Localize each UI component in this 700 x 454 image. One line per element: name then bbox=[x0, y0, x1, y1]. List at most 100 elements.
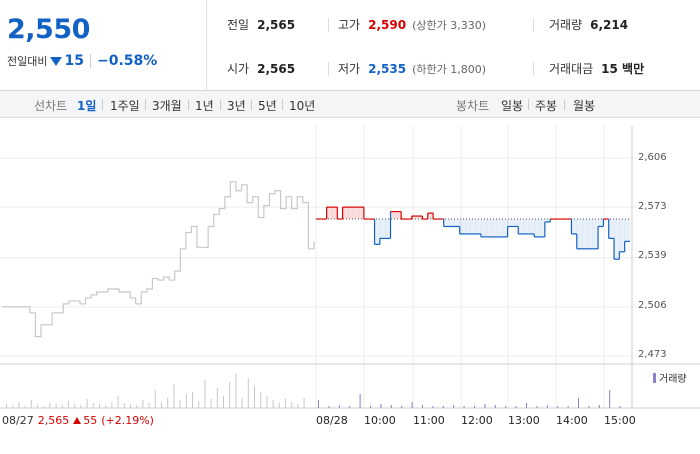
volume-bar bbox=[55, 404, 57, 408]
divider bbox=[528, 99, 529, 110]
stat-sub: (하한가 1,800) bbox=[412, 63, 486, 76]
volume-bar bbox=[285, 399, 286, 408]
volume-bar bbox=[37, 405, 38, 408]
volume-bar bbox=[453, 405, 455, 408]
stat-label: 고가 bbox=[338, 18, 361, 32]
current-price: 2,550 bbox=[7, 14, 90, 45]
candle-weekly-tab[interactable]: 주봉 bbox=[535, 99, 558, 113]
volume-bar bbox=[370, 406, 371, 408]
reference-fill bbox=[619, 219, 625, 252]
stat-high: 고가 2,590 (상한가 3,330) bbox=[338, 16, 486, 33]
stat-sub: (상한가 3,330) bbox=[412, 19, 486, 32]
x-tick-label: 12:00 bbox=[461, 414, 493, 427]
volume-bar bbox=[136, 405, 138, 408]
volume-bar bbox=[210, 399, 212, 408]
period-3y-tab[interactable]: 3년 bbox=[227, 99, 246, 113]
volume-bar bbox=[463, 406, 465, 408]
down-triangle-icon bbox=[50, 56, 63, 66]
volume-bar bbox=[484, 404, 486, 408]
volume-bar bbox=[260, 392, 262, 408]
price-chart[interactable]: 2,606 2,573 2,539 2,506 2,473 거래량 08/27 … bbox=[0, 118, 700, 450]
volume-bars bbox=[6, 374, 621, 408]
volume-bar bbox=[192, 392, 193, 408]
volume-bar bbox=[204, 380, 206, 408]
volume-bar bbox=[99, 404, 100, 408]
volume-bar bbox=[223, 396, 224, 408]
divider bbox=[533, 18, 534, 32]
candle-daily-tab[interactable]: 일봉 bbox=[501, 99, 524, 113]
volume-bar bbox=[154, 390, 156, 408]
volume-bar bbox=[247, 378, 249, 408]
volume-bar bbox=[278, 403, 280, 408]
reference-fill bbox=[385, 219, 391, 239]
reference-fill bbox=[379, 219, 386, 239]
stat-label: 시가 bbox=[227, 62, 250, 76]
period-5y-tab[interactable]: 5년 bbox=[258, 99, 277, 113]
change-amount: 15 bbox=[64, 53, 84, 69]
volume-bar bbox=[161, 402, 162, 408]
volume-bar bbox=[173, 384, 175, 408]
volume-bar bbox=[619, 406, 621, 408]
reference-fill bbox=[544, 219, 551, 223]
reference-fill bbox=[614, 219, 620, 260]
volume-bar bbox=[359, 394, 361, 408]
reference-fill bbox=[624, 219, 631, 242]
divider bbox=[220, 99, 221, 110]
period-1d-tab[interactable]: 1일 bbox=[77, 99, 97, 113]
period-1y-tab[interactable]: 1년 bbox=[195, 99, 214, 113]
chart-grid bbox=[0, 126, 700, 409]
volume-bar bbox=[328, 406, 330, 408]
y-tick-label: 2,506 bbox=[638, 300, 667, 311]
period-3m-tab[interactable]: 3개월 bbox=[152, 99, 182, 113]
x-tick-label: 13:00 bbox=[508, 414, 540, 427]
volume-bar bbox=[474, 406, 475, 408]
x-tick-label: 10:00 bbox=[364, 414, 396, 427]
volume-bar bbox=[598, 405, 600, 408]
volume-bar bbox=[557, 406, 559, 408]
period-10y-tab[interactable]: 10년 bbox=[289, 99, 316, 113]
quote-summary: 2,550 전일대비 15 −0.58% 전일 2,565 고가 2,590 (… bbox=[0, 0, 700, 91]
volume-bar bbox=[546, 405, 548, 408]
reference-fill bbox=[528, 219, 535, 234]
stat-value: 15 백만 bbox=[601, 62, 645, 76]
stat-value: 2,565 bbox=[257, 18, 296, 32]
volume-bar bbox=[291, 402, 293, 408]
volume-legend: 거래량 bbox=[653, 370, 687, 385]
volume-bar bbox=[49, 403, 51, 408]
reference-fill bbox=[512, 219, 519, 227]
reference-fill bbox=[470, 219, 476, 234]
volume-bar bbox=[515, 406, 517, 408]
reference-fill bbox=[411, 216, 418, 220]
period-1w-tab[interactable]: 1주일 bbox=[110, 99, 140, 113]
stat-value: 2,565 bbox=[257, 62, 296, 76]
volume-bar bbox=[74, 404, 76, 408]
stat-value: 6,214 bbox=[590, 18, 629, 32]
reference-fill bbox=[571, 219, 578, 234]
stat-open: 시가 2,565 bbox=[227, 60, 295, 77]
price-lines bbox=[2, 181, 630, 338]
volume-bar bbox=[609, 390, 611, 408]
volume-bar bbox=[297, 404, 299, 408]
reference-fill bbox=[518, 219, 524, 234]
reference-fill bbox=[449, 219, 455, 227]
volume-bar bbox=[390, 405, 392, 408]
volume-bar bbox=[254, 386, 255, 408]
reference-fill bbox=[582, 219, 588, 249]
volume-legend-label: 거래량 bbox=[659, 374, 687, 385]
divider bbox=[328, 62, 329, 76]
divider bbox=[188, 99, 189, 110]
reference-fill bbox=[523, 219, 530, 234]
divider bbox=[564, 99, 565, 110]
reference-fill bbox=[475, 219, 482, 234]
volume-bar bbox=[142, 400, 144, 408]
y-tick-label: 2,573 bbox=[638, 201, 667, 212]
change-label: 전일대비 bbox=[7, 55, 48, 68]
volume-bar bbox=[105, 405, 107, 408]
x-tick-label: 14:00 bbox=[556, 414, 588, 427]
period-bar: 선차트 1일 1주일 3개월 1년 3년 5년 10년 봉차트 일봉 주봉 월봉 bbox=[0, 91, 700, 118]
volume-bar bbox=[411, 402, 413, 408]
reference-fill bbox=[347, 207, 354, 220]
reference-fill bbox=[331, 207, 338, 220]
change-percent: −0.58% bbox=[96, 53, 158, 69]
candle-monthly-tab[interactable]: 월봉 bbox=[573, 99, 596, 113]
